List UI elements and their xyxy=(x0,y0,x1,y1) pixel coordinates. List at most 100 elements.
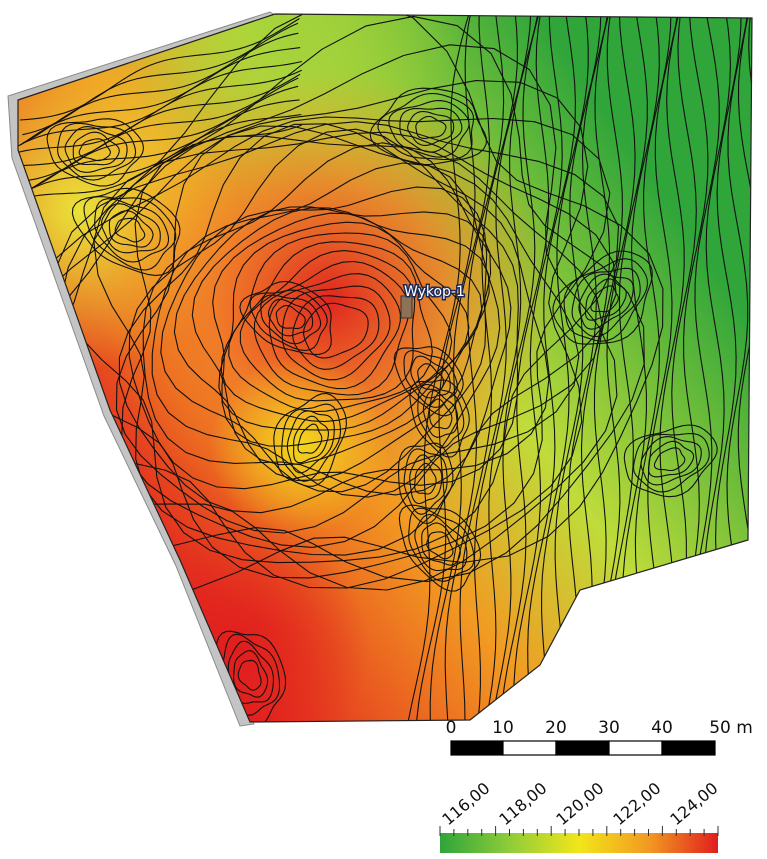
contour-line xyxy=(212,212,483,447)
contour-line xyxy=(72,131,120,166)
contour-line xyxy=(388,100,470,158)
scale-segment-1 xyxy=(450,740,504,756)
contour-line xyxy=(369,87,487,166)
contour-line xyxy=(191,207,490,466)
contour-line xyxy=(415,115,447,139)
scale-segment-2 xyxy=(502,740,557,756)
legend-label-118: 118,00 xyxy=(495,779,550,830)
contour-line xyxy=(18,124,303,201)
contour-line xyxy=(20,99,300,196)
elevation-legend: 116,00 118,00 120,00 122,00 124,00 xyxy=(438,779,721,853)
contour-line xyxy=(292,295,380,370)
contour-line xyxy=(22,22,299,136)
contour-line xyxy=(647,440,695,478)
excavation-marker[interactable]: Wykop-1 xyxy=(400,283,466,319)
contour-line xyxy=(554,14,602,722)
contour-line xyxy=(403,448,448,515)
contour-line xyxy=(737,14,752,722)
contour-line xyxy=(78,138,111,162)
contour-line xyxy=(541,14,589,722)
contour-line xyxy=(397,442,454,525)
contour-line xyxy=(286,410,335,474)
contour-line xyxy=(267,298,314,337)
contour-line xyxy=(93,131,617,556)
contour-line xyxy=(398,504,482,592)
contour-line xyxy=(429,14,490,722)
contour-line xyxy=(633,432,710,493)
contour-line xyxy=(253,260,410,396)
contour-line xyxy=(46,118,145,187)
contour-line xyxy=(414,462,437,495)
contour-line xyxy=(578,273,634,330)
contour-line xyxy=(409,454,443,505)
contour-line xyxy=(408,507,475,582)
contour-line xyxy=(115,125,580,534)
contour-line xyxy=(481,14,540,722)
contour-line xyxy=(393,346,464,417)
legend-label-120: 120,00 xyxy=(552,779,607,830)
contour-line xyxy=(623,424,718,498)
scale-segment-3 xyxy=(555,740,610,756)
scale-segment-4 xyxy=(608,740,663,756)
contour-line xyxy=(101,203,161,254)
contour-line xyxy=(404,14,471,722)
scale-label-30: 30 xyxy=(598,718,620,738)
contour-line xyxy=(268,273,401,390)
contour-line xyxy=(409,379,470,458)
contour-line xyxy=(239,250,416,402)
contour-line xyxy=(71,187,181,276)
survey-boundary xyxy=(17,13,753,723)
contour-line xyxy=(275,304,306,329)
contour-line xyxy=(18,44,618,591)
contour-line xyxy=(227,640,275,705)
contour-line xyxy=(260,294,322,345)
excavation-label: Wykop-1 xyxy=(404,284,465,300)
contour-line xyxy=(571,267,641,338)
contour-line xyxy=(513,14,563,722)
contour-line xyxy=(399,107,463,153)
legend-color-ramp xyxy=(440,833,718,853)
contour-line xyxy=(281,403,342,482)
legend-label-116: 116,00 xyxy=(438,779,493,830)
scale-label-0: 0 xyxy=(446,718,457,738)
contour-line xyxy=(249,289,328,352)
contour-line xyxy=(160,186,488,493)
contour-line xyxy=(459,14,518,722)
scale-label-50: 50 m xyxy=(709,718,753,738)
contour-line xyxy=(83,196,177,271)
contour-line xyxy=(640,436,702,486)
contour-line xyxy=(590,285,619,313)
contour-line xyxy=(22,85,299,193)
contour-line xyxy=(421,522,461,566)
contour-line xyxy=(108,210,154,248)
contour-line xyxy=(64,126,128,173)
scale-segment-5 xyxy=(661,740,716,756)
contour-line xyxy=(220,232,453,423)
contour-line xyxy=(417,383,465,449)
contour-line xyxy=(18,15,645,583)
legend-label-124: 124,00 xyxy=(666,779,721,830)
legend-label-122: 122,00 xyxy=(609,779,664,830)
scale-bar: 0 10 20 30 40 50 m xyxy=(446,718,753,756)
contour-line xyxy=(237,659,262,691)
legend-ticks xyxy=(439,826,719,836)
contour-line xyxy=(303,302,369,359)
excavation-trench[interactable] xyxy=(400,295,413,319)
contour-line xyxy=(142,142,512,496)
contour-line xyxy=(407,110,455,146)
contour-line xyxy=(18,69,303,153)
contour-line xyxy=(377,92,475,161)
contour-line xyxy=(151,162,501,498)
contour-line xyxy=(488,14,541,722)
contour-line xyxy=(19,18,300,121)
contour-line xyxy=(20,47,301,146)
contour-line xyxy=(94,198,170,263)
contour-line xyxy=(527,14,576,722)
scale-label-10: 10 xyxy=(492,718,514,738)
contour-line xyxy=(173,206,492,481)
elevation-surface xyxy=(18,14,752,722)
contour-line xyxy=(417,363,445,391)
contour-line xyxy=(444,14,505,722)
contour-line xyxy=(410,355,451,399)
